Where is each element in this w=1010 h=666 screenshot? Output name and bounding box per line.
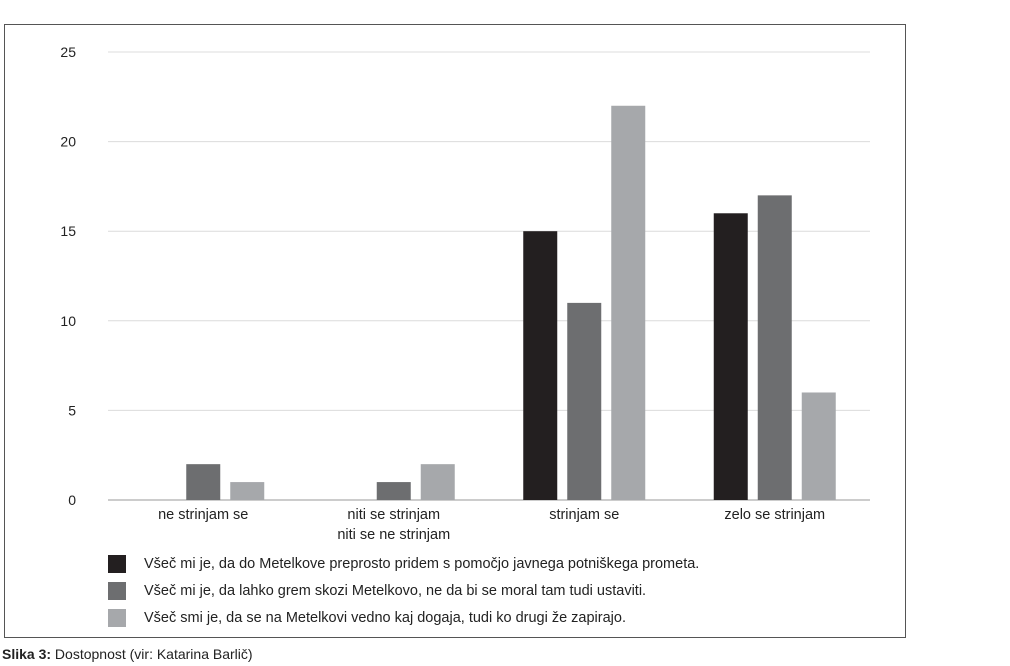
figure-caption: Slika 3: Dostopnost (vir: Katarina Barli… [2, 646, 253, 662]
bar [230, 482, 265, 500]
bar [611, 105, 646, 500]
legend-swatch-3 [108, 608, 126, 627]
legend-label-1: Všeč mi je, da do Metelkove preprosto pr… [144, 555, 700, 572]
y-tick-label: 15 [60, 223, 76, 239]
bar [567, 302, 602, 500]
caption-text: Dostopnost (vir: Katarina Barlič) [51, 646, 253, 662]
y-tick-label: 0 [68, 492, 76, 508]
chart-frame [4, 24, 906, 638]
legend-item-1: Všeč mi je, da do Metelkove preprosto pr… [108, 550, 699, 577]
x-tick-label: niti se ne strinjam [337, 527, 450, 543]
bar [757, 195, 792, 501]
legend: Všeč mi je, da do Metelkove preprosto pr… [108, 550, 699, 631]
x-tick-label: ne strinjam se [158, 507, 248, 523]
bar [523, 231, 558, 500]
y-tick-label: 25 [60, 44, 76, 60]
legend-item-2: Všeč mi je, da lahko grem skozi Metelkov… [108, 577, 699, 604]
bar [713, 213, 748, 500]
x-tick-label: strinjam se [549, 507, 619, 523]
legend-item-3: Všeč smi je, da se na Metelkovi vedno ka… [108, 604, 699, 631]
y-tick-label: 20 [60, 134, 76, 150]
y-tick-label: 5 [68, 402, 76, 418]
bar [420, 464, 455, 500]
x-tick-label: niti se strinjam [347, 507, 440, 523]
legend-swatch-2 [108, 581, 126, 600]
legend-swatch-1 [108, 554, 126, 573]
x-tick-label: zelo se strinjam [724, 507, 825, 523]
legend-label-2: Všeč mi je, da lahko grem skozi Metelkov… [144, 582, 647, 599]
caption-label: Slika 3: [2, 646, 52, 662]
bar [801, 392, 836, 500]
bar [376, 482, 411, 500]
bar [186, 464, 221, 500]
legend-label-3: Všeč smi je, da se na Metelkovi vedno ka… [144, 609, 626, 626]
y-tick-label: 10 [60, 313, 76, 329]
